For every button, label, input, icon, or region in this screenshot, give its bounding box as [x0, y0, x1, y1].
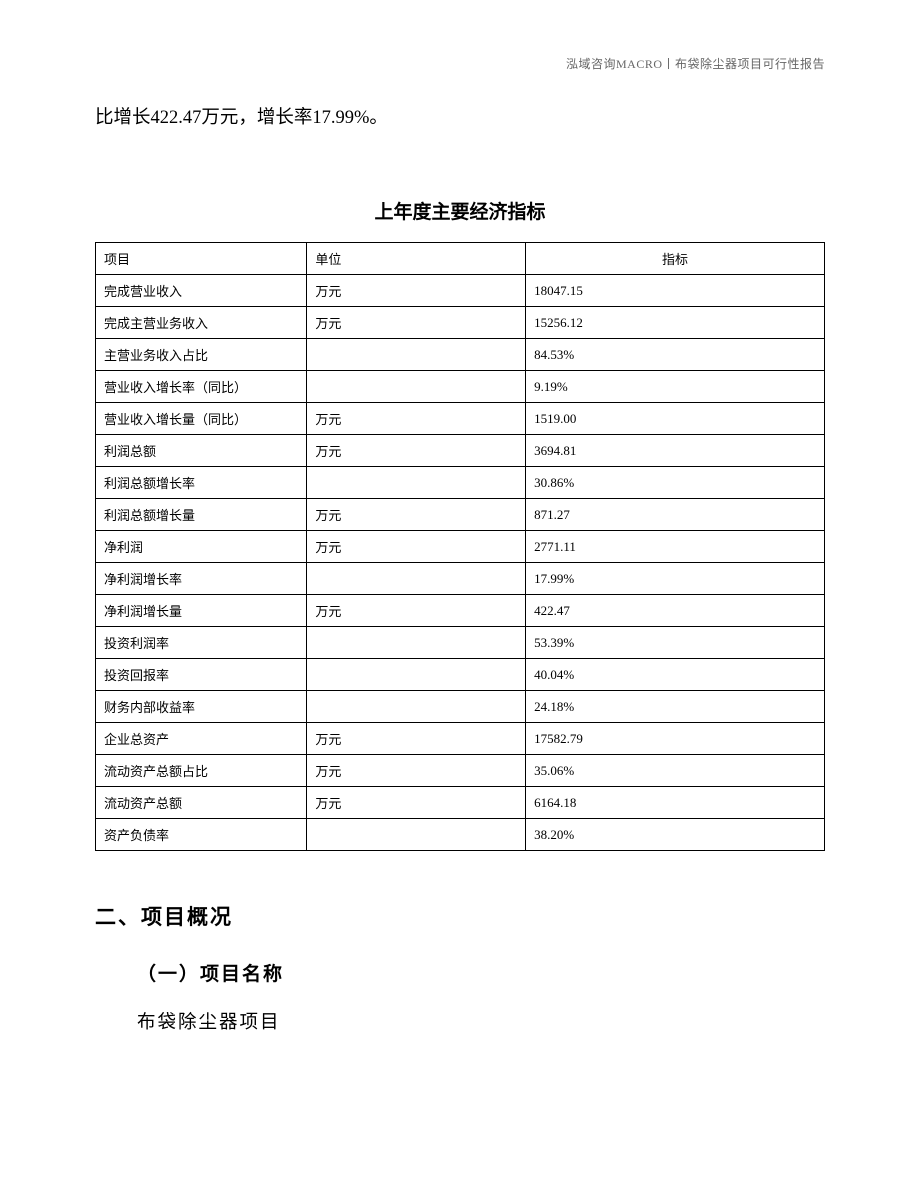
- table-cell: 主营业务收入占比: [96, 339, 307, 371]
- table-row: 资产负债率 38.20%: [96, 819, 825, 851]
- table-cell: 万元: [307, 435, 526, 467]
- table-cell: 营业收入增长量（同比）: [96, 403, 307, 435]
- table-cell: 完成主营业务收入: [96, 307, 307, 339]
- table-cell: 15256.12: [526, 307, 825, 339]
- subsection-heading: （一）项目名称: [95, 959, 825, 986]
- table-cell: 24.18%: [526, 691, 825, 723]
- table-cell: 871.27: [526, 499, 825, 531]
- table-row: 营业收入增长量（同比）万元1519.00: [96, 403, 825, 435]
- table-cell: 6164.18: [526, 787, 825, 819]
- table-title: 上年度主要经济指标: [95, 197, 825, 224]
- table-cell: 38.20%: [526, 819, 825, 851]
- table-row: 营业收入增长率（同比） 9.19%: [96, 371, 825, 403]
- table-cell: 利润总额: [96, 435, 307, 467]
- table-header-cell: 项目: [96, 243, 307, 275]
- table-cell: 40.04%: [526, 659, 825, 691]
- table-header-cell: 指标: [526, 243, 825, 275]
- economic-indicators-table: 项目 单位 指标 完成营业收入万元18047.15完成主营业务收入万元15256…: [95, 242, 825, 851]
- table-cell: 万元: [307, 275, 526, 307]
- table-row: 利润总额万元3694.81: [96, 435, 825, 467]
- page-header-right: 泓域咨询MACRO丨布袋除尘器项目可行性报告: [566, 55, 825, 72]
- table-cell: [307, 819, 526, 851]
- table-header-row: 项目 单位 指标: [96, 243, 825, 275]
- table-row: 完成营业收入万元18047.15: [96, 275, 825, 307]
- table-cell: [307, 563, 526, 595]
- table-cell: 万元: [307, 499, 526, 531]
- table-cell: 2771.11: [526, 531, 825, 563]
- table-cell: 18047.15: [526, 275, 825, 307]
- table-cell: 万元: [307, 723, 526, 755]
- table-cell: 17.99%: [526, 563, 825, 595]
- table-cell: 利润总额增长率: [96, 467, 307, 499]
- table-cell: 净利润增长率: [96, 563, 307, 595]
- table-cell: [307, 627, 526, 659]
- table-cell: 35.06%: [526, 755, 825, 787]
- table-row: 流动资产总额占比万元35.06%: [96, 755, 825, 787]
- table-cell: 30.86%: [526, 467, 825, 499]
- table-cell: 53.39%: [526, 627, 825, 659]
- table-row: 流动资产总额万元6164.18: [96, 787, 825, 819]
- table-cell: 企业总资产: [96, 723, 307, 755]
- intro-paragraph: 比增长422.47万元，增长率17.99%。: [95, 100, 825, 137]
- page-content: 比增长422.47万元，增长率17.99%。 上年度主要经济指标 项目 单位 指…: [0, 0, 920, 1034]
- table-cell: 9.19%: [526, 371, 825, 403]
- table-cell: 完成营业收入: [96, 275, 307, 307]
- table-cell: 万元: [307, 531, 526, 563]
- table-cell: 流动资产总额: [96, 787, 307, 819]
- table-cell: [307, 659, 526, 691]
- table-cell: 财务内部收益率: [96, 691, 307, 723]
- table-row: 利润总额增长率 30.86%: [96, 467, 825, 499]
- table-row: 投资回报率 40.04%: [96, 659, 825, 691]
- table-cell: 万元: [307, 307, 526, 339]
- table-cell: [307, 371, 526, 403]
- table-row: 净利润增长量万元422.47: [96, 595, 825, 627]
- body-text: 布袋除尘器项目: [95, 1008, 825, 1034]
- table-cell: 资产负债率: [96, 819, 307, 851]
- table-row: 主营业务收入占比 84.53%: [96, 339, 825, 371]
- table-row: 净利润增长率 17.99%: [96, 563, 825, 595]
- table-cell: 17582.79: [526, 723, 825, 755]
- table-row: 企业总资产万元17582.79: [96, 723, 825, 755]
- table-row: 完成主营业务收入万元15256.12: [96, 307, 825, 339]
- table-row: 净利润万元2771.11: [96, 531, 825, 563]
- table-cell: 投资利润率: [96, 627, 307, 659]
- table-cell: [307, 339, 526, 371]
- table-cell: 万元: [307, 595, 526, 627]
- table-cell: 万元: [307, 755, 526, 787]
- table-cell: 利润总额增长量: [96, 499, 307, 531]
- table-cell: 万元: [307, 787, 526, 819]
- table-row: 利润总额增长量万元871.27: [96, 499, 825, 531]
- table-cell: 1519.00: [526, 403, 825, 435]
- table-cell: 净利润: [96, 531, 307, 563]
- table-cell: [307, 467, 526, 499]
- table-cell: [307, 691, 526, 723]
- table-cell: 3694.81: [526, 435, 825, 467]
- table-cell: 422.47: [526, 595, 825, 627]
- table-cell: 84.53%: [526, 339, 825, 371]
- table-header-cell: 单位: [307, 243, 526, 275]
- table-row: 投资利润率 53.39%: [96, 627, 825, 659]
- table-cell: 万元: [307, 403, 526, 435]
- section-heading: 二、项目概况: [95, 901, 825, 931]
- table-cell: 营业收入增长率（同比）: [96, 371, 307, 403]
- table-row: 财务内部收益率 24.18%: [96, 691, 825, 723]
- table-cell: 流动资产总额占比: [96, 755, 307, 787]
- table-cell: 投资回报率: [96, 659, 307, 691]
- table-cell: 净利润增长量: [96, 595, 307, 627]
